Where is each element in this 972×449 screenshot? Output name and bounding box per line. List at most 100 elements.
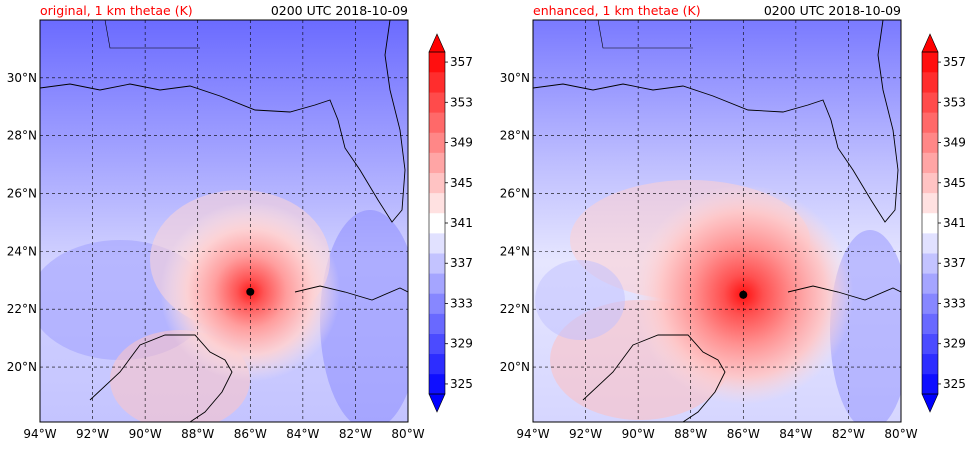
map-panel-original: 94°W 92°W 90°W 88°W 86°W 84°W 82°W 80°W 20°N 22°… [7,3,473,441]
coastline [787,285,901,301]
axes-frame [39,19,409,423]
coastline [582,334,726,422]
border-line [597,20,693,49]
x-tick-label: 90°W [622,427,655,441]
x-tick-label: 82°W [339,427,372,441]
colorbar-bin [429,273,445,294]
colorbar-tick-label: 333 [943,296,966,310]
colorbar-tick-label: 357 [450,55,473,69]
colorbar-tick-label: 325 [450,377,473,391]
x-tick-label: 80°W [884,427,917,441]
coastline [294,285,408,301]
colorbar-bin [922,72,938,93]
x-tick-label: 92°W [76,427,109,441]
colorbar-bin [429,152,445,174]
panel-title: original, 1 km thetae (K) [40,3,193,18]
colorbar-bin [922,353,938,375]
y-tick-labels: 20°N 22°N 24°N 26°N 28°N 30°N [7,71,37,374]
x-tick-label: 90°W [129,427,162,441]
colorbar-tick-label: 353 [943,95,966,109]
colorbar-bin [922,293,938,314]
x-tick-label: 88°W [674,427,707,441]
x-tick-label: 88°W [181,427,214,441]
colorbar-bin [429,313,445,334]
y-tick-label: 30°N [7,71,37,85]
x-tick-label: 94°W [23,427,56,441]
colorbar: 325 329 333 337 341 345 349 353 357 [921,33,966,413]
y-tick-label: 20°N [7,360,37,374]
y-tick-label: 20°N [500,360,530,374]
colorbar-bin [429,353,445,375]
cool-band [535,260,625,340]
x-tick-label: 86°W [727,427,760,441]
x-tick-label: 94°W [516,427,549,441]
y-tick-labels: 20°N 22°N 24°N 26°N 28°N 30°N [500,71,530,374]
colorbar-bin [429,52,445,73]
colorbar-extend-min [428,393,446,413]
colorbar-extend-max [921,33,939,53]
colorbar-bin [922,313,938,334]
map-panel-enhanced: 94°W 92°W 90°W 88°W 86°W 84°W 82°W 80°W 20°N 22°… [500,3,966,441]
colorbar-tick-label: 329 [943,337,966,351]
colorbar-bin [922,273,938,294]
coastline [89,334,233,422]
border-line [104,20,200,49]
y-tick-label: 24°N [500,244,530,258]
colorbar-bin [429,112,445,133]
colorbar-bin [922,92,938,113]
time-label: 0200 UTC 2018-10-09 [764,3,901,18]
y-tick-label: 24°N [7,244,37,258]
panel-title: enhanced, 1 km thetae (K) [533,3,701,18]
colorbar-tick-label: 341 [943,216,966,230]
y-tick-label: 30°N [500,71,530,85]
y-tick-label: 28°N [500,129,530,143]
colorbar-bin [922,333,938,355]
x-tick-label: 80°W [391,427,424,441]
colorbar-bin [922,152,938,174]
colorbar-tick-label: 337 [450,256,473,270]
colorbar: 325 329 333 337 341 345 349 353 357 [428,33,473,413]
colorbar-bin [429,293,445,314]
y-tick-label: 22°N [7,302,37,316]
colorbar-tick-label: 329 [450,337,473,351]
colorbar-bin [429,233,445,254]
time-label: 0200 UTC 2018-10-09 [271,3,408,18]
colorbar-bin [922,373,938,395]
colorbar-tick-label: 337 [943,256,966,270]
colorbar-bin [429,132,445,153]
x-tick-label: 82°W [832,427,865,441]
colorbar-bin [429,92,445,113]
colorbar-bin [922,172,938,194]
colorbar-bin [922,112,938,133]
colorbar-bin [922,192,938,214]
gridlines [533,20,901,422]
y-tick-label: 28°N [7,129,37,143]
colorbar-bin [922,52,938,73]
colorbar-bin [429,333,445,355]
x-tick-label: 86°W [234,427,267,441]
hurricane-eye [739,290,748,299]
colorbar-tick-label: 349 [943,136,966,150]
colorbar-bin [429,72,445,93]
colorbar-bin [922,212,938,234]
x-tick-label: 84°W [779,427,812,441]
colorbar-tick-label: 353 [450,95,473,109]
colorbar-tick-label: 325 [943,377,966,391]
x-tick-label: 92°W [569,427,602,441]
axes-frame [532,19,902,423]
gridlines [40,20,408,422]
colorbar-bin [922,253,938,274]
colorbar-tick-label: 345 [450,176,473,190]
x-tick-labels: 94°W 92°W 90°W 88°W 86°W 84°W 82°W 80°W [23,427,424,441]
colorbar-bin [922,132,938,153]
colorbar-bin [429,253,445,274]
colorbar-bin [429,192,445,214]
colorbar-extend-max [428,33,446,53]
x-tick-label: 84°W [286,427,319,441]
cool-band [320,210,408,422]
colorbar-extend-min [921,393,939,413]
colorbar-bin [429,373,445,395]
colorbar-tick-label: 333 [450,296,473,310]
colorbar-tick-label: 341 [450,216,473,230]
